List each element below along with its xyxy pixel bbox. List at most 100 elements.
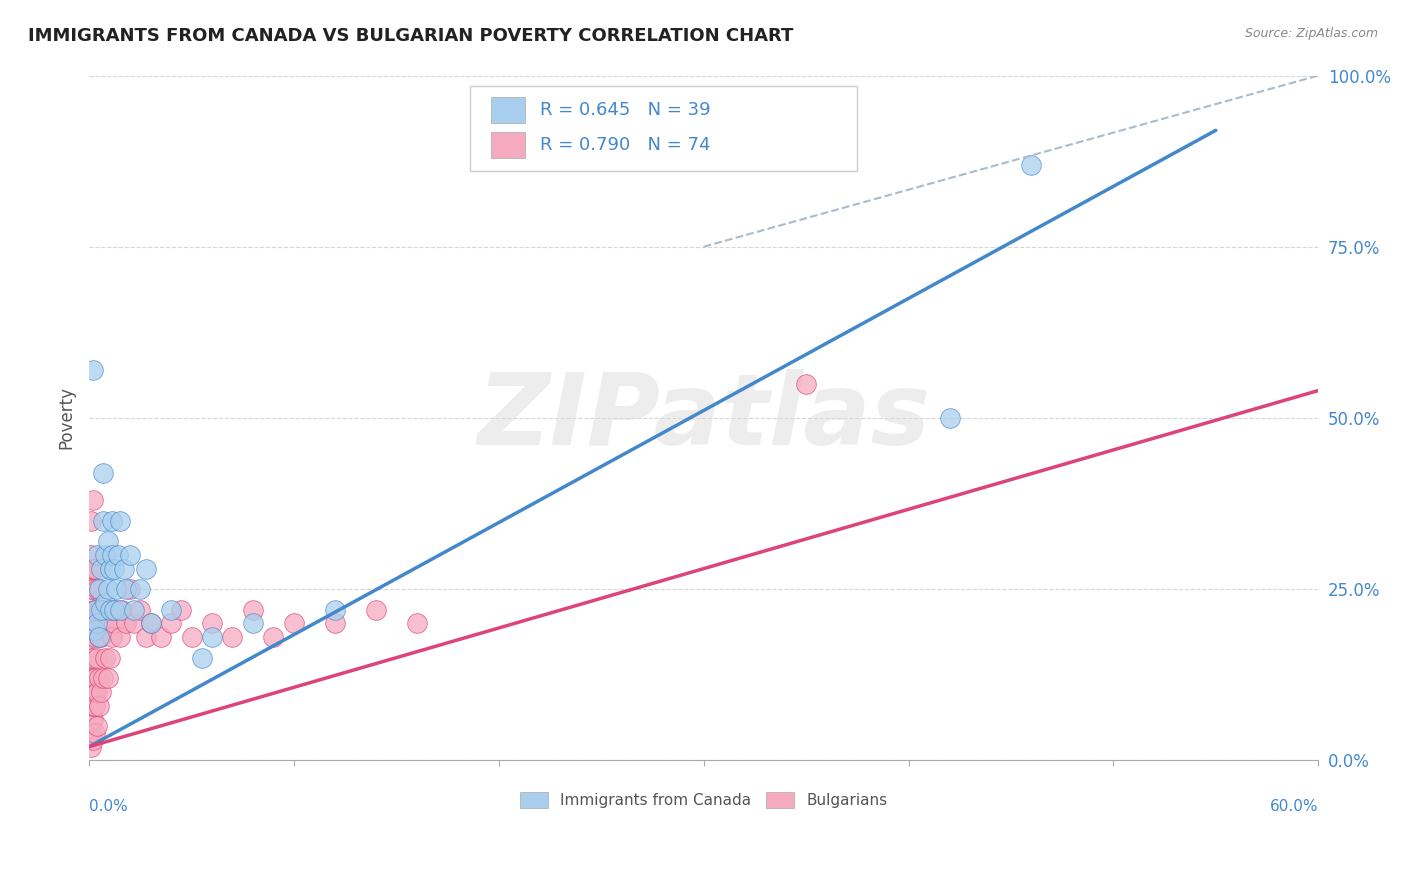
Point — [323, 603, 346, 617]
Point — [103, 561, 125, 575]
Point — [104, 603, 127, 617]
Point — [82, 616, 104, 631]
Point — [80, 582, 103, 597]
Point — [160, 603, 183, 617]
Point — [80, 548, 103, 562]
Point — [94, 650, 117, 665]
Point — [90, 603, 112, 617]
Point — [82, 671, 104, 685]
Point — [104, 582, 127, 597]
Point — [80, 739, 103, 754]
Point — [89, 630, 111, 644]
Point — [96, 582, 118, 597]
Point — [80, 698, 103, 713]
Point — [86, 650, 108, 665]
Legend: Immigrants from Canada, Bulgarians: Immigrants from Canada, Bulgarians — [515, 786, 893, 814]
Point — [96, 671, 118, 685]
Point — [82, 493, 104, 508]
Point — [80, 650, 103, 665]
Point — [160, 616, 183, 631]
Point — [111, 603, 134, 617]
Point — [938, 411, 960, 425]
Point — [80, 685, 103, 699]
Point — [82, 561, 104, 575]
Point — [90, 685, 112, 699]
Point — [84, 561, 107, 575]
Point — [82, 650, 104, 665]
Point — [89, 698, 111, 713]
Point — [122, 616, 145, 631]
Point — [794, 376, 817, 391]
Point — [98, 603, 121, 617]
Point — [80, 514, 103, 528]
Point — [80, 561, 103, 575]
Point — [100, 514, 122, 528]
Point — [135, 630, 157, 644]
Point — [170, 603, 193, 617]
FancyBboxPatch shape — [491, 132, 526, 158]
Text: 0.0%: 0.0% — [89, 799, 128, 814]
Point — [201, 616, 224, 631]
Point — [86, 616, 108, 631]
Point — [103, 616, 125, 631]
Point — [115, 582, 138, 597]
Point — [94, 596, 117, 610]
Point — [94, 548, 117, 562]
Point — [86, 582, 108, 597]
Point — [283, 616, 305, 631]
Point — [82, 685, 104, 699]
Point — [84, 603, 107, 617]
Point — [94, 603, 117, 617]
Text: ZIPatlas: ZIPatlas — [477, 369, 931, 467]
Point — [84, 630, 107, 644]
Point — [84, 671, 107, 685]
Point — [80, 712, 103, 726]
FancyBboxPatch shape — [491, 97, 526, 123]
Point — [80, 726, 103, 740]
Point — [221, 630, 243, 644]
Point — [180, 630, 202, 644]
Point — [98, 603, 121, 617]
Point — [82, 582, 104, 597]
Point — [84, 698, 107, 713]
Point — [90, 630, 112, 644]
FancyBboxPatch shape — [470, 86, 858, 171]
Point — [80, 616, 103, 631]
Point — [86, 685, 108, 699]
Point — [122, 603, 145, 617]
Point — [405, 616, 427, 631]
Point — [82, 712, 104, 726]
Point — [82, 732, 104, 747]
Point — [103, 603, 125, 617]
Point — [82, 363, 104, 377]
Point — [139, 616, 162, 631]
Point — [84, 603, 107, 617]
Point — [84, 726, 107, 740]
Point — [149, 630, 172, 644]
Point — [82, 698, 104, 713]
Y-axis label: Poverty: Poverty — [58, 386, 75, 450]
Point — [100, 548, 122, 562]
Point — [262, 630, 284, 644]
Point — [82, 603, 104, 617]
Point — [107, 548, 129, 562]
Point — [84, 685, 107, 699]
Point — [323, 616, 346, 631]
Point — [86, 616, 108, 631]
Point — [98, 561, 121, 575]
Point — [108, 603, 131, 617]
Point — [139, 616, 162, 631]
Point — [242, 616, 264, 631]
Text: IMMIGRANTS FROM CANADA VS BULGARIAN POVERTY CORRELATION CHART: IMMIGRANTS FROM CANADA VS BULGARIAN POVE… — [28, 27, 793, 45]
Point — [1021, 157, 1043, 171]
Point — [93, 671, 115, 685]
Point — [108, 514, 131, 528]
Point — [201, 630, 224, 644]
Point — [118, 548, 141, 562]
Point — [90, 561, 112, 575]
Point — [364, 603, 387, 617]
Point — [98, 650, 121, 665]
Point — [93, 616, 115, 631]
Point — [84, 624, 107, 638]
Point — [86, 719, 108, 733]
